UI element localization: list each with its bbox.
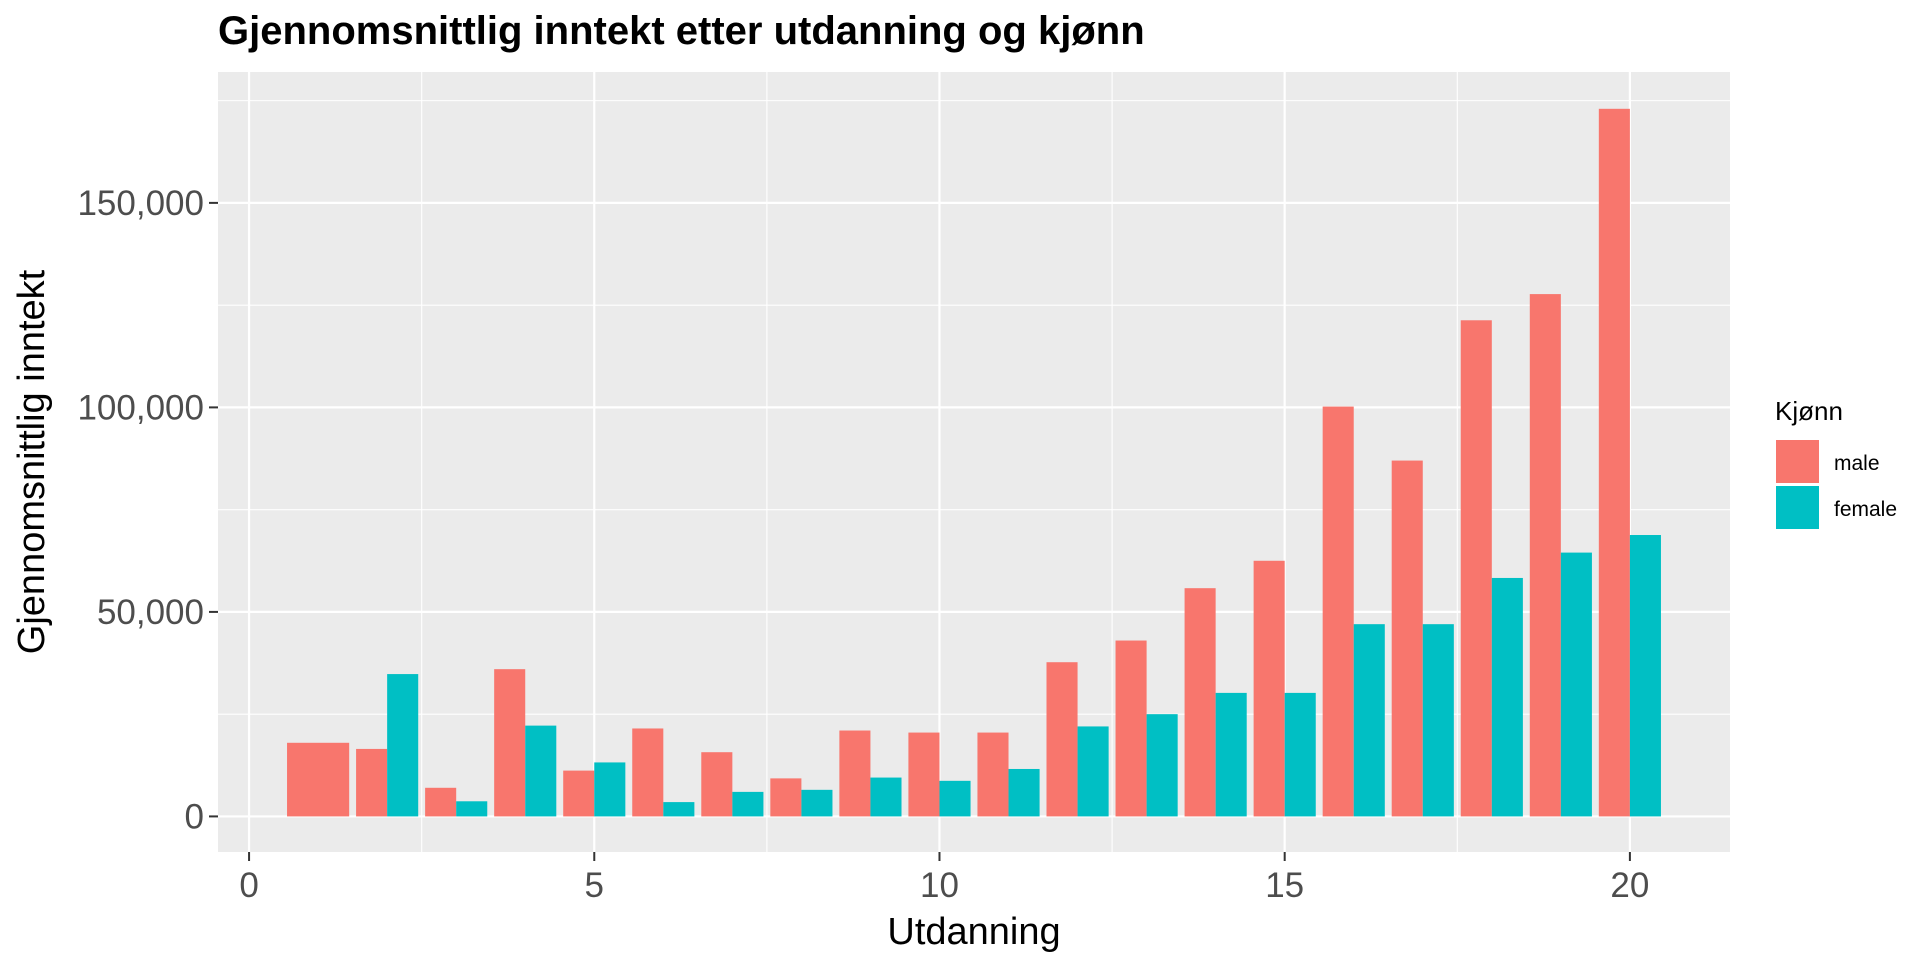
legend-title: Kjønn bbox=[1775, 396, 1843, 426]
bar-male bbox=[839, 730, 871, 817]
bar-female bbox=[1422, 624, 1454, 817]
bar-male bbox=[1253, 560, 1285, 817]
bar-female bbox=[870, 777, 902, 817]
bar-male bbox=[1391, 460, 1423, 817]
legend-swatch-male bbox=[1776, 440, 1819, 483]
bar-female bbox=[801, 789, 833, 817]
bar-female bbox=[594, 762, 626, 817]
bar-male bbox=[1184, 588, 1216, 817]
bar-female bbox=[1491, 577, 1523, 817]
y-axis-title: Gjennomsnittlig inntekt bbox=[11, 269, 53, 654]
y-tick-label: 0 bbox=[185, 797, 204, 836]
bar-male bbox=[701, 752, 733, 817]
bar-male bbox=[1115, 640, 1147, 817]
bar-female bbox=[1146, 714, 1178, 817]
x-tick-label: 5 bbox=[585, 866, 604, 905]
x-axis-title: Utdanning bbox=[887, 911, 1060, 953]
bar-female bbox=[1008, 768, 1040, 817]
bar-male bbox=[908, 732, 940, 817]
bar-male bbox=[563, 770, 595, 817]
bar-male bbox=[770, 778, 802, 817]
bar-male bbox=[287, 742, 350, 817]
legend: Kjønn male female bbox=[1775, 396, 1897, 529]
x-tick-label: 20 bbox=[1610, 866, 1649, 905]
bar-female bbox=[939, 780, 971, 817]
legend-swatch-female bbox=[1776, 486, 1819, 529]
bar-female bbox=[663, 802, 695, 817]
bar-female bbox=[525, 725, 557, 817]
bar-female bbox=[387, 674, 419, 817]
bar-female bbox=[1215, 692, 1247, 817]
bar-male bbox=[494, 669, 526, 817]
bar-female bbox=[1560, 552, 1592, 817]
grid-lines bbox=[218, 72, 1730, 852]
bar-male bbox=[425, 787, 457, 817]
bar-male bbox=[1460, 320, 1492, 817]
bar-female bbox=[1077, 726, 1109, 817]
legend-label-female: female bbox=[1834, 498, 1897, 521]
bar-male bbox=[632, 728, 664, 817]
bar-female bbox=[1353, 624, 1385, 817]
y-axis-ticks: 0 50,000 100,000 150,000 bbox=[77, 184, 218, 836]
y-tick-label: 50,000 bbox=[97, 593, 204, 632]
y-tick-label: 150,000 bbox=[77, 184, 204, 223]
bar-male bbox=[977, 732, 1009, 817]
bar-female bbox=[1629, 535, 1661, 817]
bar-male bbox=[1529, 294, 1561, 817]
x-tick-label: 10 bbox=[920, 866, 959, 905]
x-tick-label: 15 bbox=[1265, 866, 1304, 905]
y-tick-label: 100,000 bbox=[77, 388, 204, 427]
chart-title: Gjennomsnittlig inntekt etter utdanning … bbox=[218, 9, 1145, 53]
bars-group bbox=[287, 108, 1661, 817]
bar-female bbox=[732, 791, 764, 817]
bar-male bbox=[1046, 662, 1078, 817]
bar-male bbox=[1598, 108, 1630, 817]
bar-female bbox=[456, 801, 488, 817]
bar-male bbox=[1322, 406, 1354, 817]
x-axis-ticks: 0 5 10 15 20 bbox=[239, 852, 1649, 905]
x-tick-label: 0 bbox=[239, 866, 258, 905]
bar-female bbox=[1284, 692, 1316, 817]
legend-label-male: male bbox=[1834, 452, 1880, 475]
bar-male bbox=[356, 748, 388, 817]
